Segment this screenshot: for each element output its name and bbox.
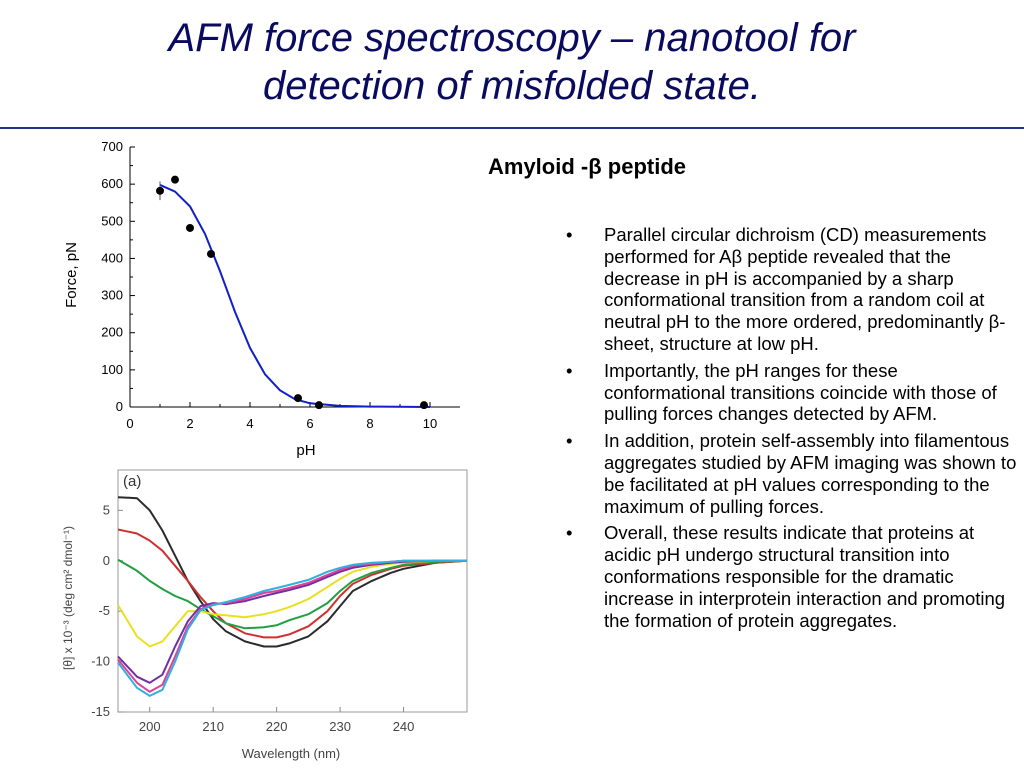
- y-tick-label: 300: [101, 288, 123, 303]
- y-tick-label: 0: [116, 399, 123, 414]
- section-subheading: Amyloid -β peptide: [488, 154, 686, 179]
- cd-spectra-chart: 200 210 220 230 240 5 0 -5 -10 -15 (a) Wavelength…: [61, 469, 468, 761]
- x-tick-label: 240: [393, 719, 415, 734]
- data-point: [420, 401, 428, 410]
- y-tick-label: 5: [103, 502, 110, 517]
- data-point: [156, 186, 164, 195]
- fit-curve-group: [159, 183, 431, 408]
- plot-frame: [117, 469, 468, 713]
- data-point: [186, 223, 194, 232]
- x-axis-label: Wavelength (nm): [242, 746, 341, 761]
- bullet-text: Parallel circular dichroism (CD) measure…: [604, 224, 1006, 354]
- y-tick-label: 0: [103, 553, 110, 568]
- fit-curve: [159, 183, 431, 408]
- y-tick-label: 400: [101, 250, 123, 265]
- cd-series-line: [117, 559, 467, 697]
- bullet-marker: •: [566, 359, 573, 381]
- panel-label: (a): [123, 473, 141, 490]
- bullet-item: • Parallel circular dichroism (CD) measur…: [560, 224, 1018, 355]
- data-point: [294, 394, 302, 403]
- x-tick-label: 210: [202, 719, 224, 734]
- title-line-2: detection of misfolded state.: [262, 64, 762, 108]
- y-tick-label: 500: [101, 213, 123, 228]
- data-points-group: [156, 175, 428, 410]
- y-axis-label: Force, pN: [63, 242, 80, 308]
- bullet-marker: •: [566, 430, 573, 452]
- y-tick-label: 200: [101, 325, 123, 340]
- x-tick-label: 6: [306, 416, 313, 431]
- x-tick-label: 2: [186, 416, 193, 431]
- data-point: [207, 249, 215, 258]
- x-tick-label: 4: [246, 416, 253, 431]
- bullet-item: • Overall, these results indicate that pr…: [560, 522, 1018, 631]
- x-axis-label: pH: [296, 442, 315, 459]
- y-tick-label: -15: [91, 704, 110, 719]
- bullet-text: Importantly, the pH ranges for these con…: [604, 359, 997, 425]
- bullet-text: In addition, protein self-assembly into …: [604, 430, 1017, 517]
- bullet-item: • Importantly, the pH ranges for these co…: [560, 360, 1018, 425]
- x-tick-label: 8: [366, 416, 373, 431]
- y-tick-label: 700: [101, 139, 123, 154]
- x-tick-label: 220: [266, 719, 288, 734]
- data-point: [315, 401, 323, 410]
- bullet-item: • In addition, protein self-assembly into…: [560, 430, 1018, 517]
- cd-series-line: [117, 496, 468, 648]
- x-tick-label: 10: [423, 416, 437, 431]
- bullet-list: • Parallel circular dichroism (CD) measur…: [560, 224, 1018, 636]
- x-tick-label: 200: [139, 719, 161, 734]
- bullet-marker: •: [566, 522, 573, 544]
- x-tick-label: 0: [126, 416, 133, 431]
- title-divider: [0, 127, 1024, 129]
- y-tick-label: -10: [91, 654, 110, 669]
- y-axis-label: [θ] x 10⁻³ (deg cm² dmol⁻¹): [61, 526, 75, 670]
- bullet-text: Overall, these results indicate that pro…: [604, 522, 1006, 631]
- bullet-marker: •: [566, 224, 573, 245]
- data-point: [171, 175, 179, 184]
- y-tick-label: -5: [98, 603, 110, 618]
- cd-series-line: [117, 558, 468, 630]
- y-tick-label: 100: [101, 362, 123, 377]
- title-line-1: AFM force spectroscopy – nanotool for: [168, 16, 856, 60]
- cd-axes: 200 210 220 230 240 5 0 -5 -10 -15: [91, 469, 468, 734]
- slide-title: AFM force spectroscopy – nanotool for de…: [0, 14, 1024, 110]
- cd-series-line: [117, 528, 468, 639]
- cd-series-group: [117, 496, 468, 697]
- y-tick-label: 600: [101, 176, 123, 191]
- x-tick-label: 230: [329, 719, 351, 734]
- cd-series-line: [117, 559, 467, 648]
